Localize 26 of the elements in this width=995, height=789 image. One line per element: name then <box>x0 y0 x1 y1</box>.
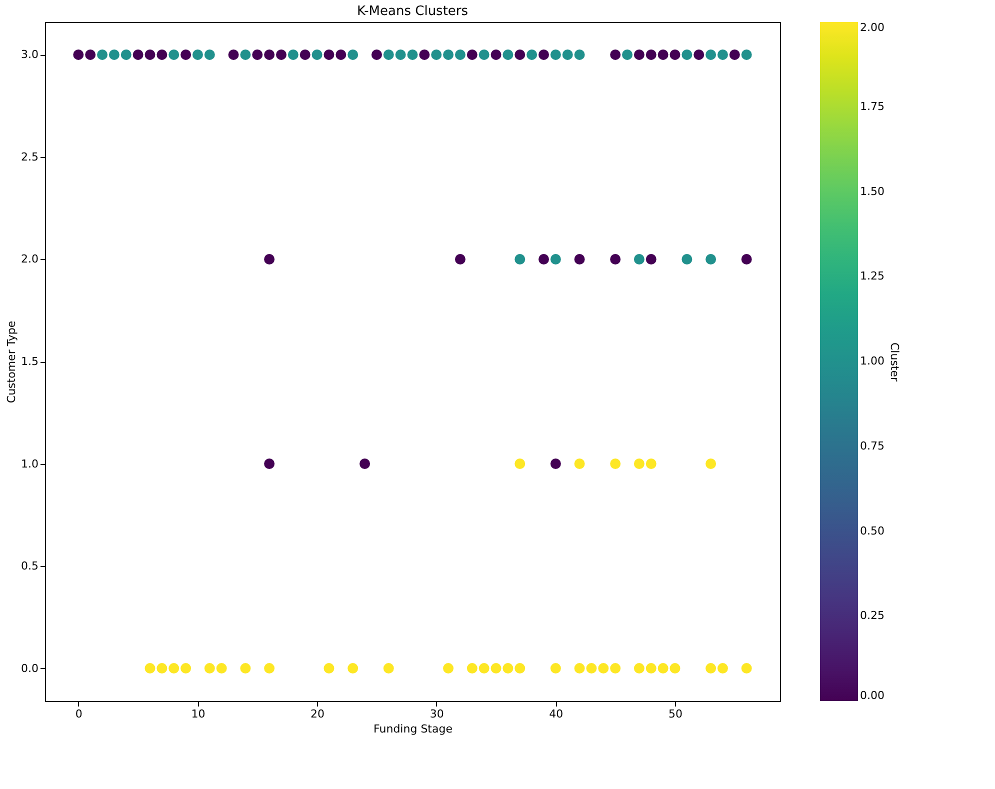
chart-title: K-Means Clusters <box>356 4 468 19</box>
color-bar-label: 1.75 <box>860 100 884 113</box>
x-tick-label: 30 <box>430 708 444 720</box>
color-bar-label: 1.50 <box>860 184 884 198</box>
y-tick-label: 0.5 <box>21 560 38 573</box>
y-tick-label: 2.5 <box>21 150 38 164</box>
color-bar-label: 2.00 <box>860 21 884 34</box>
y-tick-label: 3.0 <box>21 48 38 62</box>
y-tick-label: 0.0 <box>21 662 38 675</box>
x-tick-label: 0 <box>75 708 82 720</box>
y-tick-label: 1.0 <box>21 457 38 470</box>
color-bar-label: 1.25 <box>860 270 884 283</box>
color-bar-label: 0.75 <box>860 439 884 452</box>
x-axis-title: Funding Stage <box>374 722 453 736</box>
x-tick-label: 20 <box>310 708 325 720</box>
color-bar-label: 0.00 <box>860 689 884 702</box>
x-tick-label: 50 <box>668 708 682 720</box>
y-tick-label: 2.0 <box>21 252 38 266</box>
x-tick-label: 10 <box>191 708 206 720</box>
x-tick-label: 40 <box>549 708 564 720</box>
y-axis-title: Customer Type <box>5 320 18 404</box>
color-bar-label: 0.50 <box>860 524 884 538</box>
color-bar-title: Cluster <box>888 342 901 382</box>
y-tick-label: 1.5 <box>21 355 38 368</box>
color-bar-label: 1.00 <box>860 354 884 368</box>
color-bar-label: 0.25 <box>860 609 884 622</box>
